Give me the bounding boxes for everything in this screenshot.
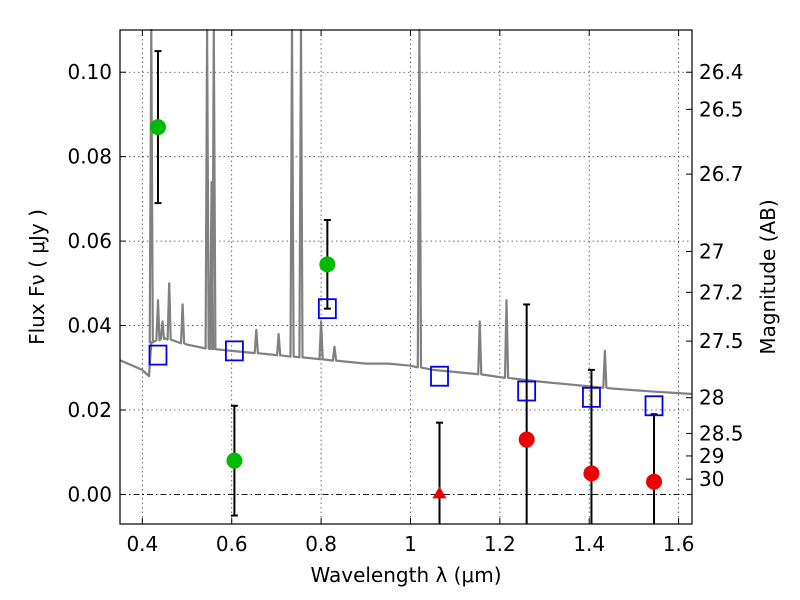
magnitude-axis-label: Magnitude (AB) xyxy=(756,199,780,354)
y-tick-label: 0.08 xyxy=(67,145,112,169)
x-tick-label: 0.8 xyxy=(305,532,337,556)
data-point xyxy=(646,473,663,490)
model-spectrum xyxy=(119,28,693,396)
model-photometry-point xyxy=(644,395,664,417)
y-tick-label: 0.10 xyxy=(67,60,112,84)
model-photometry-point xyxy=(317,298,337,320)
magnitude-tick-label: 27.2 xyxy=(699,280,744,304)
magnitude-tick-label: 26.7 xyxy=(699,162,744,186)
plot-frame xyxy=(119,29,693,525)
data-point xyxy=(226,452,243,469)
x-tick-label: 1.4 xyxy=(573,532,605,556)
x-tick-label: 0.4 xyxy=(126,532,158,556)
axis-ticks: 0.4 0.6 0.8 1 1.2 1.4 1.6 0.00 0.02 0.04 0.06 0.08 0… xyxy=(67,30,744,556)
data-point xyxy=(583,465,600,482)
x-tick-label: 1 xyxy=(404,532,417,556)
magnitude-tick-label: 27 xyxy=(699,239,724,263)
x-tick-label: 1.2 xyxy=(484,532,516,556)
data-markers xyxy=(148,119,664,499)
y-axis-label: Flux Fν ( μJy ) xyxy=(25,209,49,345)
y-tick-label: 0.04 xyxy=(67,314,112,338)
model-photometry-point xyxy=(582,386,601,408)
magnitude-tick-label: 28 xyxy=(699,386,724,410)
data-point xyxy=(149,119,166,136)
x-tick-label: 1.6 xyxy=(663,532,695,556)
magnitude-tick-label: 28.5 xyxy=(699,421,744,445)
y-tick-label: 0.02 xyxy=(67,398,112,422)
model-photometry-point xyxy=(430,365,449,387)
data-point xyxy=(518,431,535,448)
magnitude-tick-label: 30 xyxy=(699,467,724,491)
y-tick-label: 0.00 xyxy=(67,482,112,506)
model-spectrum-line xyxy=(119,28,693,396)
y-tick-label: 0.06 xyxy=(67,229,112,253)
magnitude-tick-label: 29 xyxy=(699,444,724,468)
data-point xyxy=(319,256,336,273)
magnitude-tick-label: 27.5 xyxy=(699,329,744,353)
model-photometry-point xyxy=(517,380,537,402)
model-photometry-point xyxy=(224,340,244,362)
model-photometry-point xyxy=(148,344,168,366)
x-tick-label: 0.6 xyxy=(216,532,248,556)
x-axis-label: Wavelength λ (μm) xyxy=(310,563,501,587)
magnitude-tick-label: 26.4 xyxy=(699,60,744,84)
error-bars xyxy=(154,50,658,524)
magnitude-tick-label: 26.5 xyxy=(699,97,744,121)
data-point-triangle xyxy=(432,486,447,499)
